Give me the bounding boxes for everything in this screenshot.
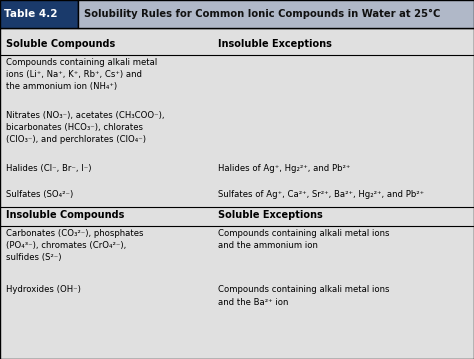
Text: Soluble Exceptions: Soluble Exceptions (218, 210, 323, 220)
Text: Nitrates (NO₃⁻), acetates (CH₃COO⁻),
bicarbonates (HCO₃⁻), chlorates
(ClO₃⁻), an: Nitrates (NO₃⁻), acetates (CH₃COO⁻), bic… (6, 111, 164, 144)
Text: Hydroxides (OH⁻): Hydroxides (OH⁻) (6, 285, 81, 294)
Text: Carbonates (CO₃²⁻), phosphates
(PO₄³⁻), chromates (CrO₄²⁻),
sulfides (S²⁻): Carbonates (CO₃²⁻), phosphates (PO₄³⁻), … (6, 229, 143, 262)
Text: Sulfates (SO₄²⁻): Sulfates (SO₄²⁻) (6, 190, 73, 199)
Text: Sulfates of Ag⁺, Ca²⁺, Sr²⁺, Ba²⁺, Hg₂²⁺, and Pb²⁺: Sulfates of Ag⁺, Ca²⁺, Sr²⁺, Ba²⁺, Hg₂²⁺… (218, 190, 424, 199)
Text: Halides (Cl⁻, Br⁻, I⁻): Halides (Cl⁻, Br⁻, I⁻) (6, 164, 91, 173)
Text: Halides of Ag⁺, Hg₂²⁺, and Pb²⁺: Halides of Ag⁺, Hg₂²⁺, and Pb²⁺ (218, 164, 350, 173)
Text: Insoluble Compounds: Insoluble Compounds (6, 210, 124, 220)
FancyBboxPatch shape (78, 0, 474, 28)
Text: Table 4.2: Table 4.2 (4, 9, 57, 19)
FancyBboxPatch shape (0, 0, 78, 28)
Text: Solubility Rules for Common Ionic Compounds in Water at 25°C: Solubility Rules for Common Ionic Compou… (84, 9, 441, 19)
Text: Compounds containing alkali metal ions
and the ammonium ion: Compounds containing alkali metal ions a… (218, 229, 390, 250)
Text: Insoluble Exceptions: Insoluble Exceptions (218, 39, 332, 49)
Text: Compounds containing alkali metal
ions (Li⁺, Na⁺, K⁺, Rb⁺, Cs⁺) and
the ammonium: Compounds containing alkali metal ions (… (6, 58, 157, 91)
FancyBboxPatch shape (0, 28, 474, 359)
Text: Soluble Compounds: Soluble Compounds (6, 39, 115, 49)
Text: Compounds containing alkali metal ions
and the Ba²⁺ ion: Compounds containing alkali metal ions a… (218, 285, 390, 307)
